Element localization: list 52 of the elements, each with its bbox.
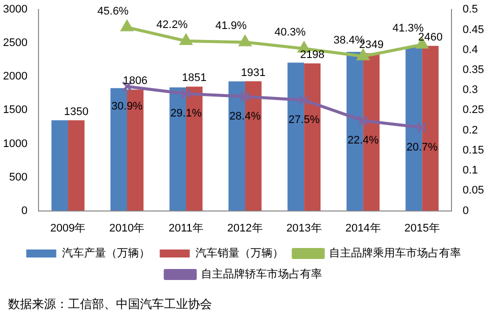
x-tick-label: 2013年: [286, 222, 322, 234]
bar: [68, 120, 85, 211]
point: [416, 122, 428, 133]
y-tick-label: 2000: [2, 70, 28, 83]
data-label: 42.2%: [156, 19, 188, 32]
y2-tick-label: 0.05: [462, 184, 484, 197]
point: [298, 94, 310, 106]
point: [240, 91, 250, 102]
y2-tick-label: 0.1: [462, 164, 478, 177]
legend-label: 汽车销量（万辆）: [195, 246, 284, 260]
y2-tick-label: 0.3: [462, 84, 478, 96]
x-tick-label: 2011年: [168, 222, 204, 234]
point: [238, 35, 252, 46]
y-tick-label: 1000: [2, 138, 28, 150]
y2-tick-label: 0.35: [462, 64, 484, 76]
legend-label: 汽车产量（万辆）: [62, 246, 150, 260]
x-tick-label: 2015年: [404, 222, 440, 234]
y2-tick-label: 0: [462, 204, 469, 217]
point: [180, 88, 192, 99]
legend-label: 自主品牌轿车市场占有率: [200, 268, 322, 281]
y2-tick-label: 0.15: [462, 144, 484, 156]
data-label: 30.9%: [111, 100, 143, 112]
data-label: 1806: [123, 75, 148, 88]
point: [358, 115, 368, 126]
legend-label: 自主品牌乘用车市场占有率: [328, 246, 461, 260]
data-label: 2460: [418, 31, 443, 44]
data-label: 1851: [182, 72, 207, 84]
y2-tick-label: 0.25: [462, 104, 484, 116]
data-label: 1931: [241, 66, 266, 79]
x-tick-label: 2014年: [345, 222, 381, 234]
source-note: 数据来源：工信部、中国汽车工业协会: [8, 296, 212, 313]
point: [120, 20, 134, 32]
y-tick-label: 0: [21, 204, 28, 217]
data-label: 41.9%: [215, 20, 247, 32]
bar: [51, 120, 68, 211]
data-label: 2198: [300, 48, 325, 61]
x-tick-label: 2009年: [50, 222, 86, 234]
point: [180, 34, 192, 45]
y-tick-label: 1500: [2, 104, 28, 116]
x-tick-label: 2012年: [227, 222, 263, 234]
y2-tick-label: 0.45: [462, 24, 484, 36]
y2-tick-label: 0.4: [462, 44, 478, 56]
data-label: 40.3%: [274, 26, 306, 39]
y2-tick-label: 0.5: [462, 4, 478, 16]
y2-tick-label: 0.2: [462, 124, 478, 136]
y-tick-label: 2500: [2, 37, 28, 50]
data-label: 1350: [64, 106, 88, 118]
y-tick-label: 500: [9, 171, 28, 184]
data-label: 45.6%: [97, 5, 129, 18]
point: [356, 49, 370, 60]
x-tick-label: 2010年: [109, 222, 145, 234]
y-tick-label: 3000: [2, 4, 28, 16]
